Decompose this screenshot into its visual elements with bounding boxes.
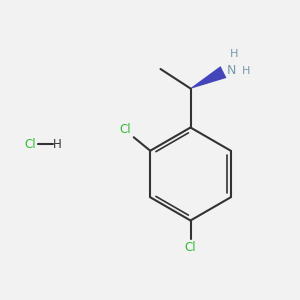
Text: Cl: Cl — [185, 241, 196, 254]
Text: Cl: Cl — [120, 123, 131, 136]
Text: H: H — [242, 65, 250, 76]
Polygon shape — [190, 66, 226, 89]
Text: H: H — [230, 49, 238, 59]
Text: Cl: Cl — [24, 137, 36, 151]
Text: N: N — [226, 64, 236, 77]
Text: H: H — [52, 137, 62, 151]
